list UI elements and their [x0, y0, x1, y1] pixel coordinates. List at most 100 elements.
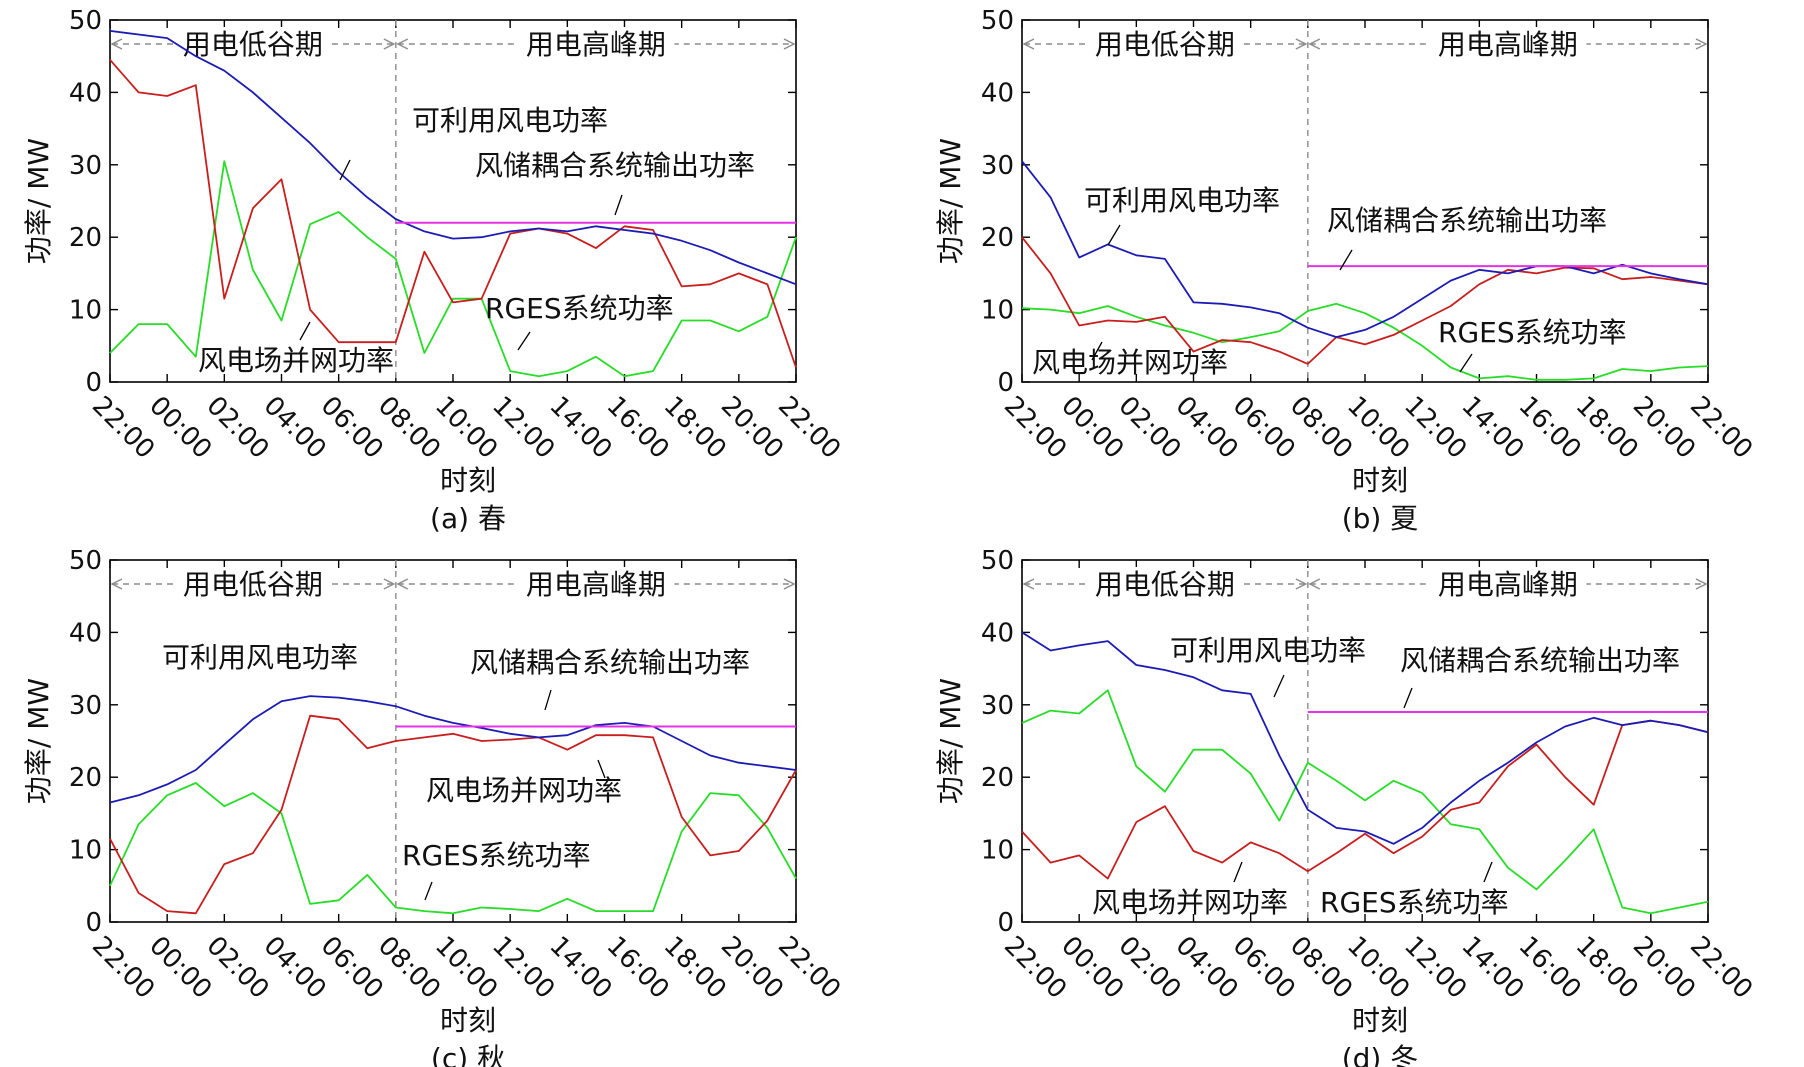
x-tick-label: 00:00 — [143, 391, 217, 465]
low-period-arrow-head-right — [1295, 578, 1308, 590]
x-tick-label: 04:00 — [1170, 931, 1244, 1005]
panel-caption: (a) 春 — [430, 502, 506, 535]
peak-period-label: 用电高峰期 — [1438, 28, 1578, 61]
x-tick-label: 20:00 — [1627, 931, 1701, 1005]
annotation-grid: 风电场并网功率 — [1092, 886, 1288, 919]
x-tick-label: 06:00 — [1227, 391, 1301, 465]
low-period-arrow-head-right — [383, 38, 396, 50]
annotation-pointer-grid — [299, 321, 311, 341]
series-line-available — [1021, 631, 1709, 845]
x-tick-label: 00:00 — [1055, 931, 1129, 1005]
x-tick-label: 08:00 — [1284, 391, 1358, 465]
x-tick-label: 16:00 — [601, 931, 675, 1005]
x-tick-label: 02:00 — [1112, 391, 1186, 465]
peak-period-arrow-head-left — [396, 38, 409, 50]
x-tick-label: 02:00 — [200, 931, 274, 1005]
x-tick-label: 08:00 — [1284, 931, 1358, 1005]
annotation-pointer-rges — [424, 881, 433, 901]
peak-period-label: 用电高峰期 — [526, 568, 666, 601]
x-tick-label: 16:00 — [601, 391, 675, 465]
annotation-available: 可利用风电功率 — [162, 641, 358, 674]
low-period-arrow-head-left — [110, 578, 123, 590]
peak-period-label: 用电高峰期 — [526, 28, 666, 61]
peak-period-arrow-head-right — [1695, 38, 1708, 50]
series-line-available — [109, 30, 797, 286]
peak-period-label-bg — [517, 27, 675, 61]
x-tick-label: 10:00 — [429, 391, 503, 465]
y-tick-label: 40 — [981, 78, 1014, 108]
x-tick-label: 14:00 — [543, 391, 617, 465]
x-axis-label: 时刻 — [1352, 1004, 1408, 1037]
plot-frame — [1021, 559, 1709, 923]
y-tick-label: 20 — [981, 223, 1014, 253]
y-tick-label: 50 — [981, 546, 1014, 576]
x-tick-label: 20:00 — [715, 931, 789, 1005]
x-tick-label: 12:00 — [1398, 931, 1472, 1005]
x-tick-label: 22:00 — [86, 391, 160, 465]
panel-caption: (d) 冬 — [1342, 1042, 1419, 1067]
annotation-available: 可利用风电功率 — [1084, 184, 1280, 217]
y-tick-label: 30 — [69, 151, 102, 181]
annotation-pointer-grid — [597, 759, 606, 779]
x-tick-label: 08:00 — [372, 391, 446, 465]
annotation-available: 可利用风电功率 — [1170, 634, 1366, 667]
annotation-pointer-coupled — [544, 689, 552, 711]
x-tick-label: 14:00 — [1455, 931, 1529, 1005]
annotation-pointer-rges — [1459, 353, 1473, 373]
peak-period-arrow-head-right — [783, 578, 796, 590]
low-period-arrow-head-left — [1022, 38, 1035, 50]
x-tick-label: 02:00 — [200, 391, 274, 465]
chart-panel-4: 0102030405022:0000:0002:0004:0006:0008:0… — [934, 546, 1758, 1067]
peak-period-arrow-head-right — [1695, 578, 1708, 590]
x-tick-label: 02:00 — [1112, 931, 1186, 1005]
annotation-grid: 风电场并网功率 — [198, 344, 394, 377]
y-axis-label: 功率/ MW — [22, 678, 55, 804]
x-axis-label: 时刻 — [440, 464, 496, 497]
y-tick-label: 30 — [69, 691, 102, 721]
peak-period-arrow-head-right — [783, 38, 796, 50]
low-period-arrow-head-left — [1022, 578, 1035, 590]
low-period-label-bg — [174, 27, 332, 61]
series-line-grid — [1021, 719, 1709, 880]
peak-period-label-bg — [517, 567, 675, 601]
x-tick-label: 00:00 — [143, 931, 217, 1005]
x-tick-label: 22:00 — [1684, 931, 1758, 1005]
y-tick-label: 20 — [69, 763, 102, 793]
y-tick-label: 20 — [981, 763, 1014, 793]
y-tick-label: 50 — [981, 6, 1014, 36]
annotation-pointer-available — [339, 159, 351, 181]
x-tick-label: 10:00 — [1341, 931, 1415, 1005]
x-tick-label: 16:00 — [1513, 391, 1587, 465]
y-tick-label: 10 — [69, 296, 102, 326]
peak-period-label-bg — [1429, 567, 1587, 601]
peak-period-arrow-head-left — [1308, 38, 1321, 50]
annotation-rges: RGES系统功率 — [1320, 886, 1509, 919]
series-line-rges — [109, 160, 797, 378]
x-tick-label: 06:00 — [1227, 931, 1301, 1005]
y-tick-label: 10 — [981, 296, 1014, 326]
series-line-grid — [1021, 236, 1709, 365]
low-period-label: 用电低谷期 — [1095, 568, 1235, 601]
x-tick-label: 08:00 — [372, 931, 446, 1005]
x-tick-label: 18:00 — [658, 391, 732, 465]
low-period-label-bg — [1086, 27, 1244, 61]
annotation-grid: 风电场并网功率 — [426, 774, 622, 807]
y-tick-label: 0 — [85, 908, 102, 938]
annotation-pointer-available — [1273, 674, 1285, 698]
annotation-coupled: 风储耦合系统输出功率 — [1400, 644, 1680, 677]
low-period-label: 用电低谷期 — [183, 28, 323, 61]
series-line-rges — [109, 782, 797, 915]
y-tick-label: 30 — [981, 151, 1014, 181]
x-tick-label: 16:00 — [1513, 931, 1587, 1005]
x-tick-label: 10:00 — [429, 931, 503, 1005]
peak-period-arrow-head-left — [1308, 578, 1321, 590]
x-tick-label: 14:00 — [543, 931, 617, 1005]
annotation-coupled: 风储耦合系统输出功率 — [475, 149, 755, 182]
peak-period-label: 用电高峰期 — [1438, 568, 1578, 601]
y-tick-label: 30 — [981, 691, 1014, 721]
low-period-label: 用电低谷期 — [1095, 28, 1235, 61]
panel-caption: (b) 夏 — [1342, 502, 1419, 535]
x-tick-label: 20:00 — [1627, 391, 1701, 465]
peak-period-arrow-head-left — [396, 578, 409, 590]
